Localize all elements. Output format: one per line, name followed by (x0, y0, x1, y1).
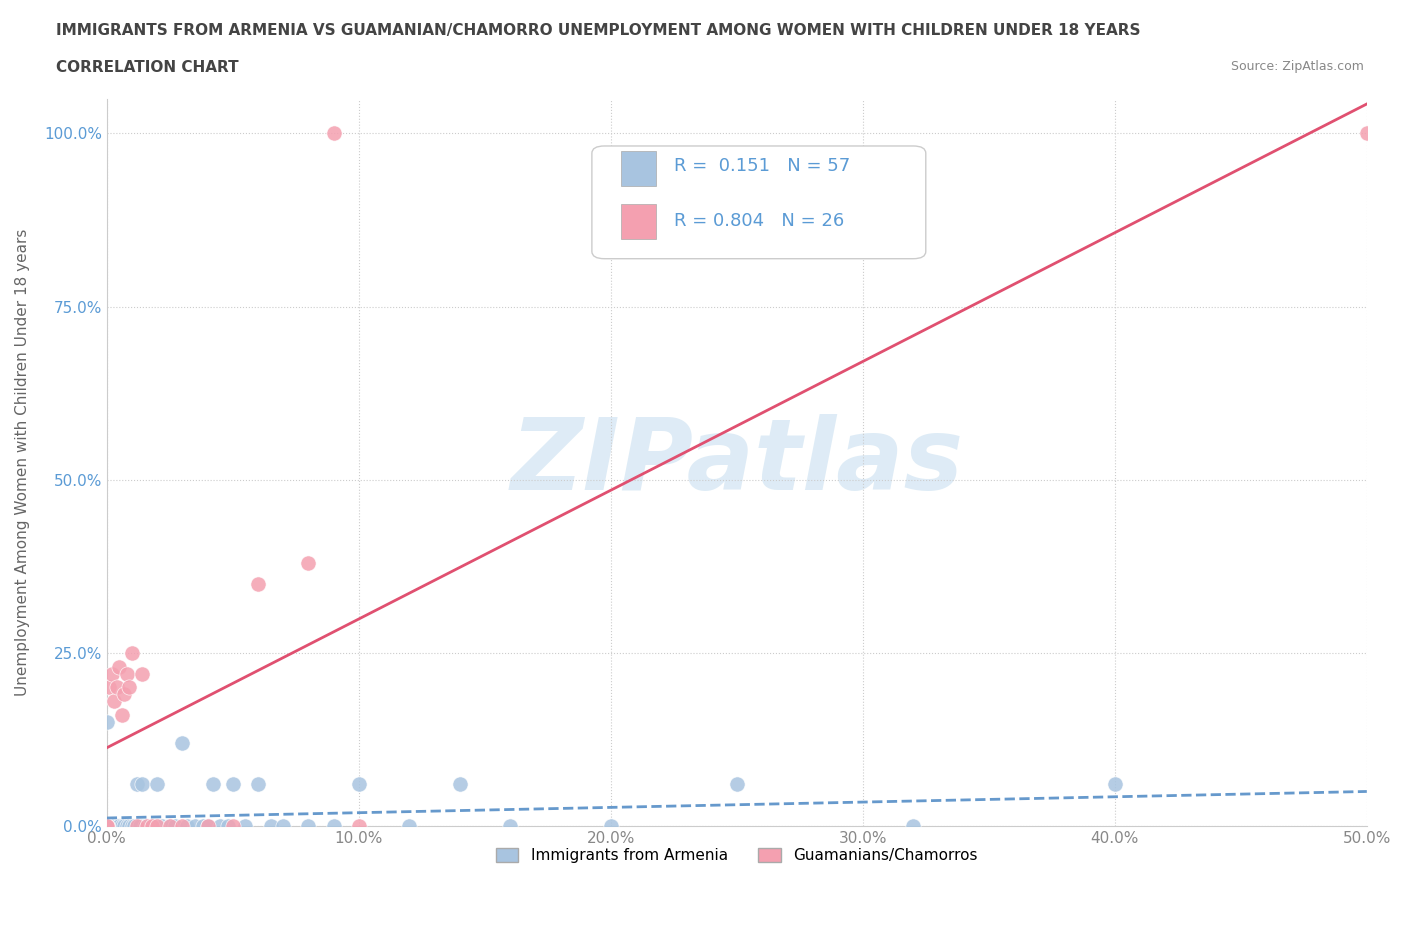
Point (209, 818, 232, 833)
Point (146, 818, 169, 833)
Point (108, 818, 131, 833)
Point (217, 818, 239, 833)
Point (271, 818, 294, 833)
Point (125, 777, 148, 791)
Point (172, 818, 194, 833)
Y-axis label: Unemployment Among Women with Children Under 18 years: Unemployment Among Women with Children U… (15, 229, 30, 696)
Point (222, 777, 245, 791)
Point (1104, 777, 1126, 791)
Point (499, 818, 522, 833)
Point (96, 818, 118, 833)
Point (101, 818, 124, 833)
Point (172, 736, 194, 751)
Point (96, 818, 118, 833)
Point (124, 818, 146, 833)
Point (96, 714, 118, 729)
FancyBboxPatch shape (592, 146, 925, 259)
Point (1355, 126, 1378, 140)
Point (128, 818, 150, 833)
Point (111, 708, 134, 723)
Point (131, 777, 153, 791)
Point (98, 818, 121, 833)
Point (322, 126, 344, 140)
Point (131, 666, 153, 681)
Point (150, 818, 173, 833)
Point (246, 576, 269, 591)
Point (96, 818, 118, 833)
Point (112, 687, 135, 702)
Point (398, 818, 420, 833)
Point (191, 818, 214, 833)
Point (146, 777, 169, 791)
Point (138, 818, 160, 833)
Point (112, 818, 135, 833)
Point (159, 818, 181, 833)
Point (115, 666, 138, 681)
Point (98, 818, 121, 833)
Point (297, 555, 319, 570)
Point (347, 777, 370, 791)
Point (115, 818, 138, 833)
Point (121, 818, 143, 833)
Point (222, 818, 245, 833)
Point (197, 818, 219, 833)
Point (103, 818, 125, 833)
Point (98, 680, 121, 695)
Text: ZIPatlas: ZIPatlas (510, 414, 963, 511)
Point (96, 818, 118, 833)
Point (105, 818, 128, 833)
Point (103, 818, 125, 833)
Text: IMMIGRANTS FROM ARMENIA VS GUAMANIAN/CHAMORRO UNEMPLOYMENT AMONG WOMEN WITH CHIL: IMMIGRANTS FROM ARMENIA VS GUAMANIAN/CHA… (56, 23, 1140, 38)
Point (121, 645, 143, 660)
Point (176, 818, 198, 833)
Point (322, 818, 344, 833)
Point (108, 818, 131, 833)
FancyBboxPatch shape (621, 205, 657, 239)
Point (246, 777, 269, 791)
Text: R =  0.151   N = 57: R = 0.151 N = 57 (673, 157, 851, 176)
Point (118, 680, 141, 695)
Point (297, 818, 319, 833)
Point (96, 818, 118, 833)
Point (449, 777, 471, 791)
Text: R = 0.804   N = 26: R = 0.804 N = 26 (673, 212, 844, 230)
Point (201, 777, 224, 791)
Point (96, 818, 118, 833)
FancyBboxPatch shape (621, 151, 657, 186)
Point (108, 659, 131, 674)
Point (101, 666, 124, 681)
Point (134, 818, 156, 833)
Point (136, 818, 159, 833)
Point (184, 818, 207, 833)
Point (111, 818, 134, 833)
Point (118, 818, 141, 833)
Point (347, 818, 370, 833)
Point (599, 818, 621, 833)
Legend: Immigrants from Armenia, Guamanians/Chamorros: Immigrants from Armenia, Guamanians/Cham… (489, 842, 984, 870)
Point (901, 818, 924, 833)
Point (259, 818, 281, 833)
Point (105, 680, 128, 695)
Point (101, 818, 124, 833)
Point (96, 818, 118, 833)
Point (103, 694, 125, 709)
Point (96, 818, 118, 833)
Text: Source: ZipAtlas.com: Source: ZipAtlas.com (1230, 60, 1364, 73)
Point (136, 818, 159, 833)
Point (163, 818, 186, 833)
Point (159, 818, 181, 833)
Point (235, 818, 257, 833)
Point (725, 777, 748, 791)
Point (125, 818, 148, 833)
Point (105, 818, 128, 833)
Point (197, 818, 219, 833)
Text: CORRELATION CHART: CORRELATION CHART (56, 60, 239, 75)
Point (141, 818, 163, 833)
Point (141, 818, 163, 833)
